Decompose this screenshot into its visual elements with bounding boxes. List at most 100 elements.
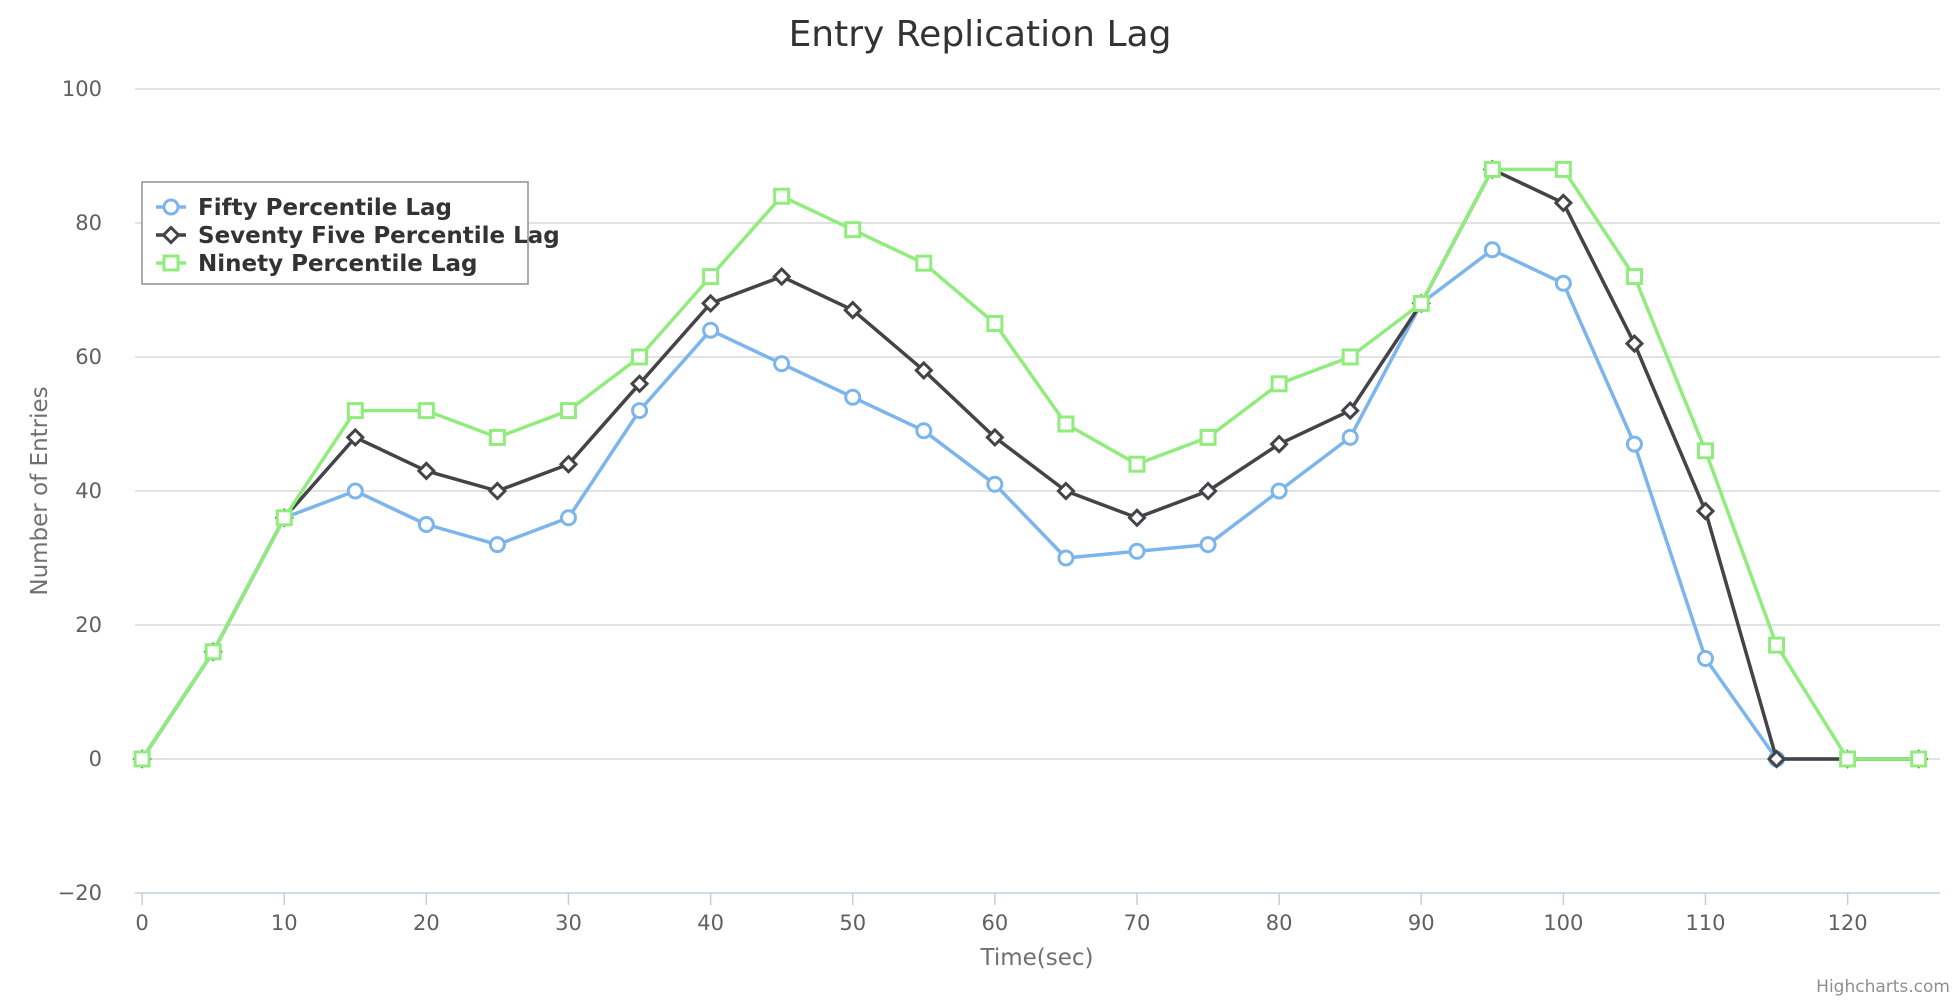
data-point-square[interactable] <box>1768 636 1786 654</box>
data-point-circle[interactable] <box>915 422 933 440</box>
data-point-square[interactable] <box>1270 375 1288 393</box>
x-tick-label: 0 <box>135 911 148 935</box>
data-point-square[interactable] <box>417 402 435 420</box>
data-point-square[interactable] <box>346 402 364 420</box>
data-point-diamond[interactable] <box>1340 400 1360 421</box>
data-point-square[interactable] <box>1412 294 1430 312</box>
data-point-diamond[interactable] <box>1198 481 1218 501</box>
data-point-diamond[interactable] <box>843 300 863 320</box>
data-point-circle[interactable] <box>631 402 649 420</box>
data-point-circle[interactable] <box>488 536 506 554</box>
data-point-diamond[interactable] <box>1766 749 1787 769</box>
data-point-square[interactable] <box>702 268 720 286</box>
axes: −20 0 20 40 60 80 100 0 10 20 30 40 50 60 70 80 90 100 110… <box>58 77 1940 935</box>
data-point-square[interactable] <box>986 315 1004 332</box>
chart-title: Entry Replication Lag <box>789 14 1172 55</box>
x-tick-label: 100 <box>1543 911 1583 935</box>
data-point-diamond[interactable] <box>772 266 792 287</box>
data-point-diamond[interactable] <box>1695 501 1716 521</box>
legend-box <box>141 181 529 285</box>
x-tick-label: 50 <box>839 911 866 935</box>
y-tick-label: 60 <box>75 345 102 369</box>
data-point-diamond[interactable] <box>1056 481 1076 501</box>
x-tick-label: 90 <box>1408 911 1435 935</box>
data-point-diamond[interactable] <box>629 374 650 394</box>
data-point-circle[interactable] <box>1625 435 1643 453</box>
data-point-diamond[interactable] <box>985 427 1005 448</box>
x-tick-label: 10 <box>271 911 298 935</box>
legend-item[interactable]: Ninety Percentile Lag <box>156 251 478 277</box>
data-point-square[interactable] <box>204 643 222 661</box>
data-point-square[interactable] <box>1625 268 1643 286</box>
data-point-square[interactable] <box>773 187 791 205</box>
y-tick-label: 100 <box>62 77 102 101</box>
data-point-square[interactable] <box>1128 455 1146 473</box>
y-tick-label: −20 <box>58 881 102 905</box>
data-point-circle[interactable] <box>1696 650 1714 667</box>
x-tick-label: 80 <box>1266 911 1293 935</box>
data-point-circle[interactable] <box>773 355 791 373</box>
data-point-circle[interactable] <box>1199 536 1217 554</box>
data-point-square[interactable] <box>631 348 649 366</box>
data-point-square[interactable] <box>1199 428 1217 446</box>
data-point-circle[interactable] <box>1554 274 1572 292</box>
legend-item[interactable]: Seventy Five Percentile Lag <box>156 223 560 249</box>
data-point-circle[interactable] <box>346 482 364 500</box>
x-tick-label: 110 <box>1685 911 1725 935</box>
x-tick-label: 120 <box>1828 911 1868 935</box>
series-line[interactable] <box>140 167 1921 761</box>
data-point-square[interactable] <box>1341 348 1359 366</box>
legend-label: Ninety Percentile Lag <box>198 251 478 277</box>
data-point-circle[interactable] <box>1270 482 1288 500</box>
legend-label: Fifty Percentile Lag <box>198 195 452 221</box>
data-point-square[interactable] <box>133 750 151 768</box>
data-point-circle[interactable] <box>1483 241 1501 259</box>
legend-marker-square <box>162 254 180 272</box>
data-point-diamond[interactable] <box>416 461 436 481</box>
x-tick-label: 30 <box>555 911 582 935</box>
data-point-square[interactable] <box>1483 160 1501 178</box>
data-point-square[interactable] <box>1554 160 1572 178</box>
data-point-square[interactable] <box>844 221 862 239</box>
data-point-diamond[interactable] <box>558 454 579 474</box>
legend-item[interactable]: Fifty Percentile Lag <box>156 195 452 221</box>
x-tick-label: 40 <box>697 911 724 935</box>
x-tick-label: 20 <box>413 911 440 935</box>
data-point-diamond[interactable] <box>1127 508 1147 528</box>
y-tick-label: 80 <box>75 211 102 235</box>
x-tick-label: 70 <box>1124 911 1151 935</box>
data-point-square[interactable] <box>275 509 293 527</box>
data-point-diamond[interactable] <box>700 293 721 314</box>
data-point-diamond[interactable] <box>1624 333 1645 354</box>
data-point-diamond[interactable] <box>1553 193 1573 213</box>
credits[interactable]: Highcharts.com <box>1816 977 1950 997</box>
data-point-diamond[interactable] <box>914 360 934 381</box>
data-point-circle[interactable] <box>702 321 720 339</box>
legend-marker-diamond <box>161 225 181 245</box>
legend-marker-circle <box>162 198 180 216</box>
data-point-square[interactable] <box>1910 750 1928 768</box>
data-point-circle[interactable] <box>417 516 435 533</box>
x-tick-label: 60 <box>981 911 1008 935</box>
data-point-circle[interactable] <box>986 475 1004 493</box>
series-line[interactable] <box>140 167 1921 761</box>
data-point-circle[interactable] <box>844 388 862 406</box>
data-point-diamond[interactable] <box>345 427 365 448</box>
y-tick-label: 40 <box>75 479 102 503</box>
data-point-circle[interactable] <box>1341 428 1359 446</box>
data-point-square[interactable] <box>1057 415 1075 433</box>
data-point-square[interactable] <box>915 254 933 272</box>
data-point-diamond[interactable] <box>487 481 508 501</box>
data-point-square[interactable] <box>488 428 506 446</box>
series-circle <box>133 241 1928 768</box>
series-line[interactable] <box>140 248 1921 761</box>
data-point-square[interactable] <box>1696 442 1714 460</box>
data-point-diamond[interactable] <box>1269 434 1289 454</box>
x-axis-title: Time(sec) <box>979 945 1093 971</box>
data-point-circle[interactable] <box>1128 542 1146 560</box>
data-point-square[interactable] <box>1839 750 1857 768</box>
data-point-circle[interactable] <box>559 509 577 527</box>
data-point-square[interactable] <box>559 402 577 420</box>
data-point-circle[interactable] <box>1057 549 1075 567</box>
